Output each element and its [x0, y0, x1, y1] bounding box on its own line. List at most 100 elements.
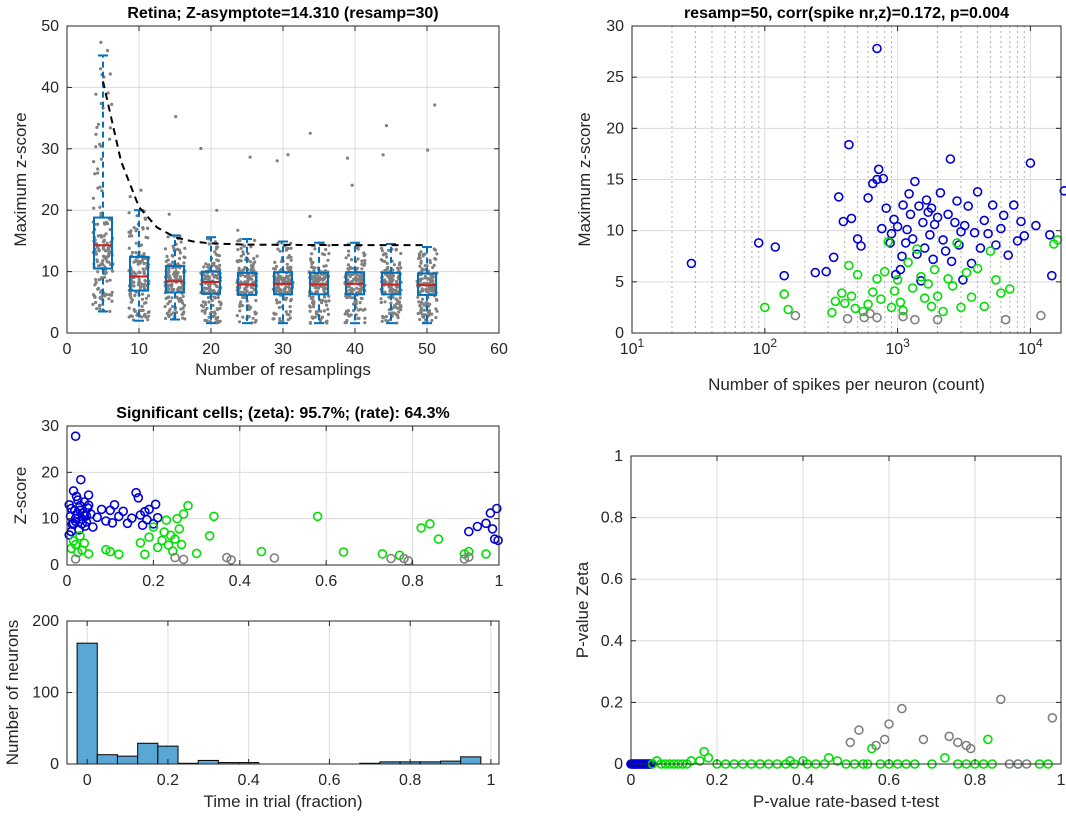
boxplot-xtick-label: 60 — [490, 341, 508, 358]
spikes-scatter-point-significant_zeta_only — [985, 246, 996, 256]
boxplot-raw-point — [99, 157, 103, 161]
boxplot-raw-point — [243, 295, 247, 300]
boxplot-raw-point — [96, 222, 100, 226]
spikes-scatter-point-significant_zeta_only — [932, 291, 943, 302]
boxplot-raw-point — [273, 260, 277, 264]
boxplot-raw-point — [94, 145, 98, 149]
boxplot-raw-point — [96, 270, 100, 274]
boxplot-xtick-label: 50 — [418, 341, 436, 358]
boxplot-raw-point — [363, 261, 367, 266]
boxplot-raw-point — [207, 315, 211, 319]
boxplot-raw-point — [274, 264, 279, 269]
spikes-scatter-point-significant_both — [972, 187, 983, 197]
boxplot-raw-point — [97, 248, 101, 252]
boxplot-raw-point — [139, 243, 144, 247]
boxplot-raw-point — [273, 267, 277, 271]
boxplot-raw-point — [95, 258, 99, 262]
time-scatter-point-significant_zeta_only — [377, 549, 388, 559]
time-histogram-bar — [76, 642, 98, 765]
boxplot-raw-point — [398, 296, 402, 300]
time-scatter-point-significant_zeta_only — [170, 534, 180, 544]
boxplot-raw-point — [99, 297, 103, 301]
boxplot-raw-point — [354, 279, 358, 283]
boxplot-raw-point — [106, 91, 110, 95]
time-scatter-point-significant_both — [144, 504, 154, 515]
boxplot-raw-point — [283, 286, 287, 291]
boxplot-raw-point — [176, 247, 180, 251]
boxplot-ytick-label: 10 — [41, 264, 59, 281]
time-scatter-point-not_significant — [459, 554, 470, 564]
boxplot-raw-point — [96, 171, 100, 175]
boxplot-raw-point — [141, 308, 145, 313]
boxplot-raw-point — [313, 247, 317, 251]
spikes-scatter-point-significant_both — [770, 242, 781, 252]
boxplot-raw-point — [128, 292, 132, 296]
boxplot-outlier-point — [199, 146, 203, 151]
time-scatter-point-not_significant — [269, 553, 280, 563]
boxplot-raw-point — [397, 310, 401, 314]
boxplot-raw-point — [288, 316, 292, 320]
boxplot-raw-point — [397, 269, 401, 273]
time-scatter-xtick-label: 0 — [63, 573, 72, 590]
pvalue-scatter-point-not_significant — [952, 737, 963, 748]
spikes-scatter-point-significant_both — [935, 188, 946, 198]
boxplot-raw-point — [93, 295, 97, 299]
boxplot-raw-point — [96, 167, 100, 171]
boxplot-raw-point — [108, 72, 112, 76]
boxplot-raw-point — [418, 264, 422, 268]
boxplot-raw-point — [98, 303, 102, 307]
boxplot-raw-point — [132, 260, 136, 264]
boxplot-raw-point — [248, 260, 253, 264]
boxplot-raw-point — [203, 311, 207, 315]
boxplot-raw-point — [140, 297, 145, 301]
boxplot-raw-point — [101, 259, 105, 263]
boxplot-raw-point — [343, 312, 347, 316]
boxplot-raw-point — [142, 285, 146, 289]
boxplot-raw-point — [254, 298, 258, 303]
pvalue-scatter-point-not_significant — [845, 737, 856, 748]
spikes-scatter-point-significant_both — [1047, 270, 1057, 281]
boxplot-raw-point — [144, 235, 148, 239]
boxplot-raw-point — [178, 251, 182, 255]
pvalue-scatter-point-significant_zeta_only — [823, 752, 834, 763]
boxplot-raw-point — [207, 263, 211, 267]
boxplot-raw-point — [249, 245, 253, 249]
spikes-scatter-point-significant_both — [1012, 236, 1023, 246]
spikes-scatter-point-significant_both — [987, 200, 998, 210]
pvalue-scatter-point-not_significant — [897, 703, 907, 714]
boxplot-raw-point — [146, 318, 150, 322]
boxplot-raw-point — [313, 315, 317, 319]
boxplot-raw-point — [384, 252, 388, 256]
spikes-scatter-point-significant_zeta_only — [938, 306, 948, 317]
spikes-scatter-point-significant_zeta_only — [1004, 284, 1015, 294]
boxplot-raw-point — [314, 276, 319, 280]
time-scatter-point-significant_zeta_only — [176, 539, 187, 550]
boxplot-raw-point — [419, 250, 423, 254]
boxplot-raw-point — [243, 274, 247, 278]
spikes-scatter-point-significant_both — [902, 224, 912, 235]
spikes-scatter-point-significant_both — [898, 200, 908, 210]
boxplot-raw-point — [344, 256, 348, 260]
pvalue-scatter-ytick-label: 0 — [614, 756, 623, 773]
boxplot-raw-point — [215, 276, 220, 280]
boxplot-raw-point — [253, 260, 257, 264]
time-scatter-point-significant_zeta_only — [209, 511, 219, 522]
time-scatter-point-significant_zeta_only — [433, 534, 444, 544]
boxplot-raw-point — [105, 260, 109, 264]
boxplot-raw-point — [94, 132, 98, 136]
spikes-scatter-point-significant_both — [810, 267, 821, 278]
spikes-scatter-point-significant_both — [838, 216, 849, 227]
spikes-scatter-point-significant_both — [1003, 250, 1014, 260]
boxplot-raw-point — [213, 282, 217, 286]
boxplot-raw-point — [107, 251, 111, 255]
boxplot-raw-point — [134, 241, 138, 245]
boxplot-raw-point — [283, 298, 288, 302]
boxplot-raw-point — [146, 314, 151, 318]
boxplot-raw-point — [143, 279, 147, 283]
boxplot-raw-point — [202, 265, 206, 269]
boxplot-raw-point — [238, 304, 242, 308]
boxplot-raw-point — [278, 317, 282, 321]
time-scatter-point-significant_zeta_only — [135, 537, 146, 548]
spikes-scatter-point-significant_both — [928, 254, 938, 265]
time-scatter-point-significant_both — [472, 521, 483, 532]
